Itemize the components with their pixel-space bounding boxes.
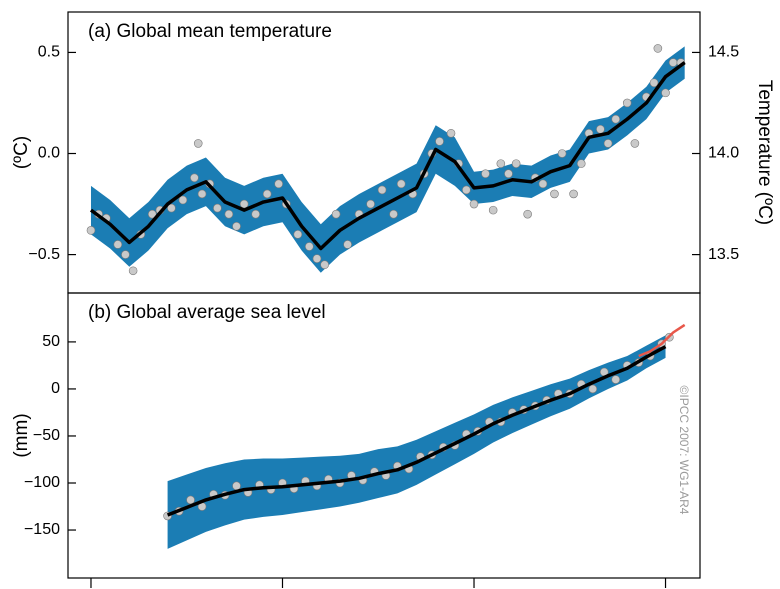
annual-dot bbox=[193, 139, 203, 148]
annual-dot bbox=[197, 189, 207, 199]
annual-dot bbox=[147, 209, 157, 219]
annual-dot bbox=[622, 98, 632, 108]
annual-dot bbox=[305, 242, 314, 251]
plot-frame bbox=[67, 11, 701, 294]
annual-dot bbox=[668, 58, 678, 67]
y-tick-label: −50 bbox=[33, 427, 60, 444]
annual-dot bbox=[569, 189, 578, 199]
annual-dot bbox=[377, 185, 387, 195]
annual-dot bbox=[446, 128, 456, 138]
annual-dot bbox=[611, 375, 621, 384]
panel-title: (a) Global mean temperature bbox=[88, 21, 332, 42]
plot-frame bbox=[67, 292, 701, 579]
y-tick-label: −150 bbox=[24, 521, 60, 538]
annual-dot bbox=[343, 240, 352, 249]
y2-axis-label: Temperature (ºC) bbox=[754, 80, 775, 225]
annual-dot bbox=[389, 209, 398, 219]
y-tick-label: −100 bbox=[24, 474, 60, 491]
annual-dot bbox=[167, 203, 176, 213]
annual-dot bbox=[435, 137, 444, 146]
annual-dot bbox=[213, 203, 222, 213]
y-axis-label: (mm) bbox=[11, 413, 32, 457]
smoothed-line bbox=[89, 61, 686, 251]
annual-dot bbox=[603, 139, 613, 148]
annual-dot bbox=[190, 173, 199, 183]
y-axis-label: (ºC) bbox=[11, 136, 32, 169]
annual-dot bbox=[496, 159, 506, 168]
annual-dot bbox=[86, 226, 96, 235]
annual-dot bbox=[504, 169, 513, 179]
annual-dot bbox=[251, 209, 260, 219]
annual-dot bbox=[576, 159, 586, 168]
annual-dot bbox=[128, 266, 138, 276]
annual-dot bbox=[550, 189, 559, 199]
annual-dot bbox=[481, 169, 490, 179]
annual-dot bbox=[312, 254, 322, 263]
annual-dot bbox=[630, 139, 640, 148]
uncertainty-band bbox=[90, 46, 685, 273]
annual-dot bbox=[121, 250, 130, 259]
y-tick-label: 0 bbox=[51, 380, 60, 397]
annual-dot bbox=[274, 179, 283, 189]
y-tick-label: −0.5 bbox=[28, 246, 60, 263]
annual-dot bbox=[538, 179, 548, 189]
annual-dot bbox=[186, 495, 195, 505]
annual-dot bbox=[611, 114, 621, 124]
annual-dot bbox=[366, 199, 375, 209]
annual-dot bbox=[557, 149, 567, 158]
annual-dot bbox=[488, 205, 498, 215]
annual-dot bbox=[262, 189, 272, 199]
annual-dot bbox=[239, 199, 249, 209]
y2-tick-label: 13.5 bbox=[708, 246, 739, 263]
credit: ©IPCC 2007: WG1-AR4 bbox=[677, 386, 691, 515]
uncertainty-band bbox=[167, 335, 666, 549]
annual-dot bbox=[462, 185, 471, 195]
panel-title: (b) Global average sea level bbox=[88, 302, 326, 323]
y-tick-label: 0.5 bbox=[38, 44, 60, 61]
annual-dot bbox=[232, 221, 241, 231]
annual-dot bbox=[320, 260, 329, 269]
annual-dot bbox=[232, 481, 241, 491]
annual-dot bbox=[596, 124, 605, 134]
annual-dot bbox=[653, 44, 663, 53]
annual-dot bbox=[293, 230, 303, 239]
annual-dot bbox=[469, 199, 479, 209]
smoothed-line bbox=[166, 345, 667, 517]
annual-dot bbox=[224, 209, 234, 219]
annual-dot bbox=[588, 384, 598, 394]
y-tick-label: 50 bbox=[42, 333, 60, 350]
annual-dot bbox=[511, 159, 521, 168]
annual-dot bbox=[661, 88, 670, 98]
y-tick-label: 0.0 bbox=[38, 145, 60, 162]
y2-tick-label: 14.5 bbox=[708, 44, 739, 61]
satellite-line bbox=[638, 323, 686, 358]
annual-dot bbox=[523, 209, 532, 219]
y2-tick-label: 14.0 bbox=[708, 145, 739, 162]
annual-dot bbox=[331, 209, 341, 219]
annual-dot bbox=[178, 195, 188, 205]
annual-dot bbox=[396, 179, 406, 189]
annual-dot bbox=[649, 78, 659, 88]
annual-dot bbox=[113, 240, 123, 249]
